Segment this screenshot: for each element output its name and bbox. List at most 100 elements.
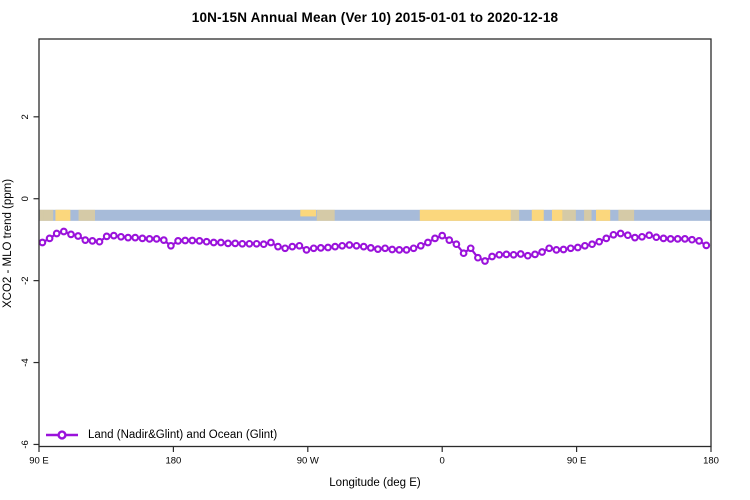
data-point xyxy=(452,240,461,249)
data-point xyxy=(181,236,190,245)
data-point xyxy=(409,244,418,253)
y-tick-label: -4 xyxy=(20,358,31,366)
data-point xyxy=(588,240,596,249)
y-tick-label: -2 xyxy=(20,276,31,284)
data-point xyxy=(438,231,447,240)
data-point xyxy=(288,242,297,251)
data-point xyxy=(509,250,518,259)
x-tick-label: 90 W xyxy=(297,456,319,467)
data-point xyxy=(602,234,611,243)
data-point xyxy=(531,250,539,259)
data-point xyxy=(623,231,632,240)
data-point xyxy=(388,245,397,254)
data-point xyxy=(338,241,347,250)
data-point xyxy=(188,236,197,245)
data-point xyxy=(366,244,375,252)
data-point xyxy=(474,253,482,262)
data-point xyxy=(95,237,104,246)
data-point xyxy=(302,246,311,254)
data-point xyxy=(359,242,368,251)
data-point xyxy=(545,244,554,253)
land-patch xyxy=(551,209,563,221)
legend-label: Land (Nadir&Glint) and Ocean (Glint) xyxy=(88,429,278,441)
chart-title: 10N-15N Annual Mean (Ver 10) 2015-01-01 … xyxy=(191,10,559,25)
x-tick-label: 0 xyxy=(440,456,445,467)
land-patch xyxy=(618,209,635,221)
data-point xyxy=(431,234,439,243)
data-point xyxy=(502,250,511,259)
data-point xyxy=(102,232,111,241)
data-point xyxy=(231,239,240,248)
data-point xyxy=(616,229,625,238)
data-point xyxy=(45,234,54,243)
land-patch xyxy=(55,209,71,221)
data-point xyxy=(209,238,218,247)
y-axis-label: XCO2 - MLO trend (ppm) xyxy=(2,178,14,308)
data-point xyxy=(195,237,204,245)
y-tick-label: 0 xyxy=(20,196,31,201)
land-patch xyxy=(78,209,95,221)
data-point xyxy=(217,238,225,247)
data-point xyxy=(138,234,147,243)
data-point xyxy=(609,230,618,239)
data-point xyxy=(445,236,454,244)
data-point xyxy=(174,237,182,245)
land-patch xyxy=(584,209,592,221)
data-point xyxy=(645,231,654,240)
data-point xyxy=(224,239,232,248)
legend: Land (Nadir&Glint) and Ocean (Glint) xyxy=(45,428,277,442)
data-point xyxy=(145,235,154,243)
data-point xyxy=(688,235,696,244)
x-tick-label: 180 xyxy=(165,456,181,467)
data-point xyxy=(559,245,568,254)
data-point xyxy=(424,238,432,247)
data-point xyxy=(395,246,404,254)
data-point xyxy=(516,250,525,258)
data-point xyxy=(131,233,140,242)
x-axis-ticks: 90 E 180 90 W 0 90 E 180 xyxy=(29,446,719,467)
land-patch xyxy=(300,209,317,217)
data-point xyxy=(67,230,75,239)
data-point xyxy=(523,251,532,260)
land-patch xyxy=(43,209,54,221)
data-point xyxy=(331,242,339,251)
data-point xyxy=(59,227,68,236)
surface-band xyxy=(39,209,711,221)
data-point xyxy=(566,244,575,253)
data-point xyxy=(631,233,639,242)
data-point xyxy=(681,235,689,243)
data-point xyxy=(38,238,47,247)
data-point xyxy=(316,244,325,252)
data-point xyxy=(109,231,118,240)
data-point xyxy=(374,245,382,253)
data-point xyxy=(352,241,361,250)
data-point xyxy=(52,229,61,238)
data-point xyxy=(495,250,504,259)
data-point xyxy=(281,244,289,253)
land-patch xyxy=(596,209,611,221)
data-point xyxy=(295,241,304,250)
data-point xyxy=(152,235,161,243)
y-tick-label: -6 xyxy=(20,440,31,448)
data-point xyxy=(252,239,261,248)
data-point xyxy=(552,246,561,254)
data-point xyxy=(159,236,168,244)
x-tick-label: 90 E xyxy=(29,456,49,467)
data-point xyxy=(345,241,354,249)
data-point xyxy=(238,239,247,248)
legend-marker-icon xyxy=(46,430,78,440)
data-point xyxy=(267,238,275,247)
data-point xyxy=(259,240,268,249)
land-patch xyxy=(419,209,511,221)
x-axis-label: Longitude (deg E) xyxy=(329,477,421,489)
land-patch xyxy=(531,209,544,221)
data-point xyxy=(202,237,211,246)
data-point xyxy=(466,244,475,253)
data-point xyxy=(81,236,90,244)
data-point xyxy=(416,241,425,250)
data-point xyxy=(309,244,318,253)
data-point xyxy=(702,241,711,250)
x-tick-label: 180 xyxy=(703,456,719,467)
